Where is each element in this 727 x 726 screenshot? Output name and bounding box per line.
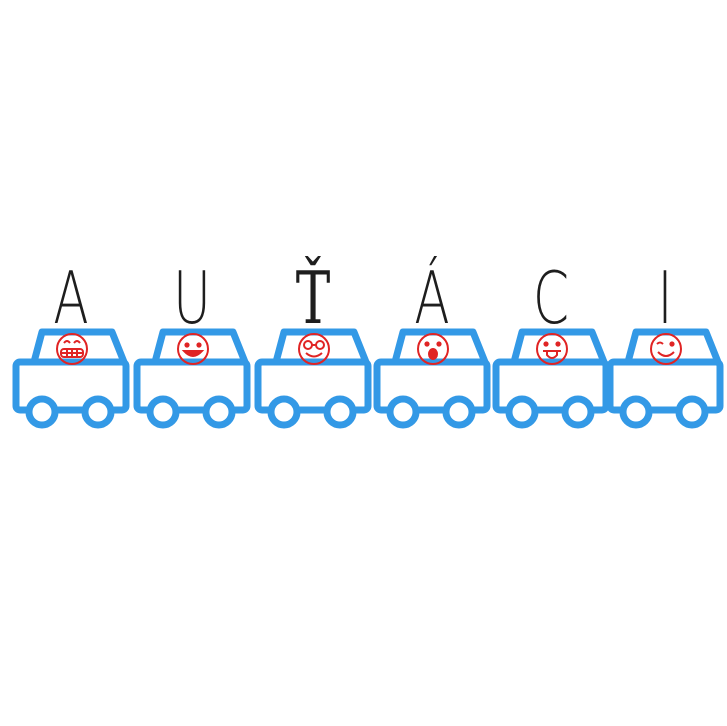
car-3: Ť <box>254 262 372 432</box>
logo-letter-2: U <box>173 256 211 340</box>
nerd-face-icon <box>298 333 330 365</box>
winking-face-icon <box>650 333 682 365</box>
car-1: A <box>12 262 130 432</box>
logo-letter-1: A <box>53 256 89 340</box>
tongue-out-face-icon <box>536 333 568 365</box>
car-6: I <box>606 262 724 432</box>
smiling-face-icon <box>177 333 209 365</box>
shocked-face-icon <box>417 333 449 365</box>
grinning-teeth-face-icon <box>56 333 88 365</box>
car-icon <box>133 328 251 429</box>
car-icon <box>12 328 130 429</box>
car-icon <box>606 328 724 429</box>
car-icon <box>373 328 491 429</box>
logo-letter-4: Á <box>414 256 450 340</box>
car-5: C <box>492 262 610 432</box>
car-2: U <box>133 262 251 432</box>
car-icon <box>492 328 610 429</box>
car-icon <box>254 328 372 429</box>
logo-letter-6: I <box>657 256 673 340</box>
car-4: Á <box>373 262 491 432</box>
logo-letter-3: Ť <box>295 256 331 340</box>
logo-letter-5: C <box>532 256 570 340</box>
